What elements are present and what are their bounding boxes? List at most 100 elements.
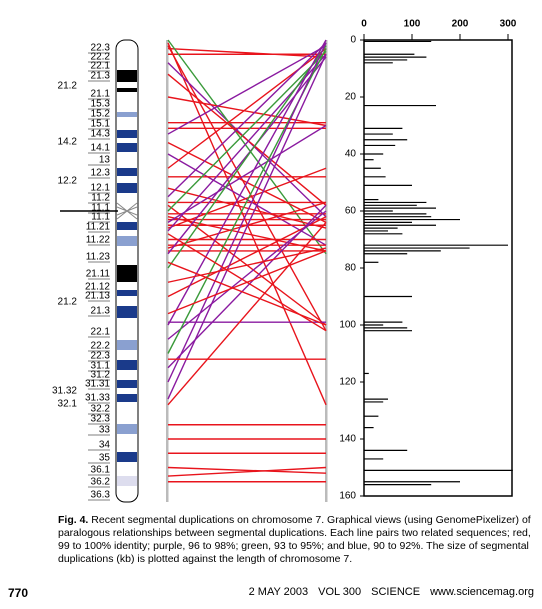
band-label: 32.2 [91,404,111,415]
band-label: 31.2 [91,370,111,381]
duplication-link [167,53,327,232]
band-label: 15.1 [91,119,111,130]
duplication-link [167,56,327,255]
y-tick-label: 120 [339,377,356,388]
band-stain [117,360,137,370]
band-label: 12.3 [91,168,111,179]
plot-frame [363,39,513,497]
date: 2 MAY 2003 [248,586,309,598]
band-stain [117,183,137,193]
duplication-link [167,39,327,255]
band-stain [117,452,137,462]
band-label: 15.2 [91,109,111,120]
arm-label: 12.2 [58,176,78,187]
band-label: 11.21 [86,222,111,233]
duplication-link [167,45,327,135]
band-stain [117,424,137,434]
band-label: 33 [99,425,111,436]
x-tick-label: 300 [500,19,517,30]
duplication-link [167,73,327,206]
band-label: 11.22 [86,235,111,246]
band-label: 21.3 [91,71,111,82]
duplication-link [167,45,327,269]
x-tick-label: 100 [404,19,421,30]
band-label: 36.1 [91,465,111,476]
band-stain [117,306,137,318]
x-tick-label: 0 [361,19,367,30]
caption: Fig. 4. Recent segmental duplications on… [58,514,532,566]
band-label: 21.1 [91,89,111,100]
centromere [116,202,138,220]
figure: 22.322.222.121.321.115.315.215.114.314.1… [52,19,517,503]
duplication-link [167,216,327,298]
band-stain [117,112,137,117]
band-label: 22.3 [91,43,111,54]
band-label: 21.3 [91,306,111,317]
band-label: 21.11 [86,269,111,280]
duplication-link [167,247,327,283]
band-stain [117,143,137,152]
y-tick-label: 80 [345,263,357,274]
panel-edge [166,40,169,502]
y-tick-label: 20 [345,92,357,103]
x-tick-label: 200 [452,19,469,30]
page-number: 770 [8,586,29,600]
band-label: 22.2 [91,341,111,352]
band-stain [117,476,137,486]
band-label: 22.1 [91,61,111,72]
band-label: 11.2 [91,193,110,204]
duplication-link [167,221,327,406]
band-label: 36.2 [91,477,111,488]
arm-label: 31.32 [52,386,77,397]
duplication-link [167,466,327,474]
duplication-link [167,42,327,383]
footer: 770 2 MAY 2003 VOL 300 SCIENCE www.sciencem… [8,586,534,600]
duplication-link [167,42,327,406]
band-stain [117,168,137,176]
duplication-link [167,45,327,332]
y-tick-label: 100 [339,320,356,331]
arm-label: 14.2 [58,137,78,148]
band-label: 22.1 [91,327,111,338]
band-stain [117,340,137,350]
band-label: 35 [99,453,111,464]
y-tick-label: 0 [350,35,356,46]
band-label: 14.3 [91,129,111,140]
y-tick-label: 160 [339,491,356,502]
duplication-link [167,42,327,198]
band-label: 11.1 [91,212,110,223]
duplication-link [167,50,327,212]
arm-label: 32.1 [58,399,78,410]
band-label: 14.1 [91,143,111,154]
panel-edge [325,40,328,502]
duplication-link [167,167,327,229]
volume: VOL 300 [318,586,362,598]
duplication-link [167,124,327,223]
duplication-link [167,47,327,58]
band-stain [117,380,137,388]
arm-label: 21.2 [58,297,78,308]
band-stain [117,394,137,402]
band-stain [117,236,137,246]
band-label: 15.3 [91,99,111,110]
band-label: 11.1 [91,203,110,214]
band-stain [117,130,137,138]
band-label: 31.31 [85,379,110,390]
band-stain [117,290,137,296]
band-label: 11.23 [86,252,111,263]
band-label: 21.13 [85,291,110,302]
band-label: 13 [99,155,111,166]
caption-label: Fig. 4. [58,514,89,526]
duplication-link [167,53,327,400]
journal: SCIENCE [371,586,421,598]
band-label: 36.3 [91,490,111,501]
url: www.sciencemag.org [430,586,534,598]
band-label: 22.3 [91,351,111,362]
band-label: 32.3 [91,414,111,425]
duplication-link [167,187,327,229]
y-tick-label: 40 [345,149,357,160]
duplication-link [167,466,327,477]
band-stain [117,265,137,282]
band-stain [117,70,137,82]
